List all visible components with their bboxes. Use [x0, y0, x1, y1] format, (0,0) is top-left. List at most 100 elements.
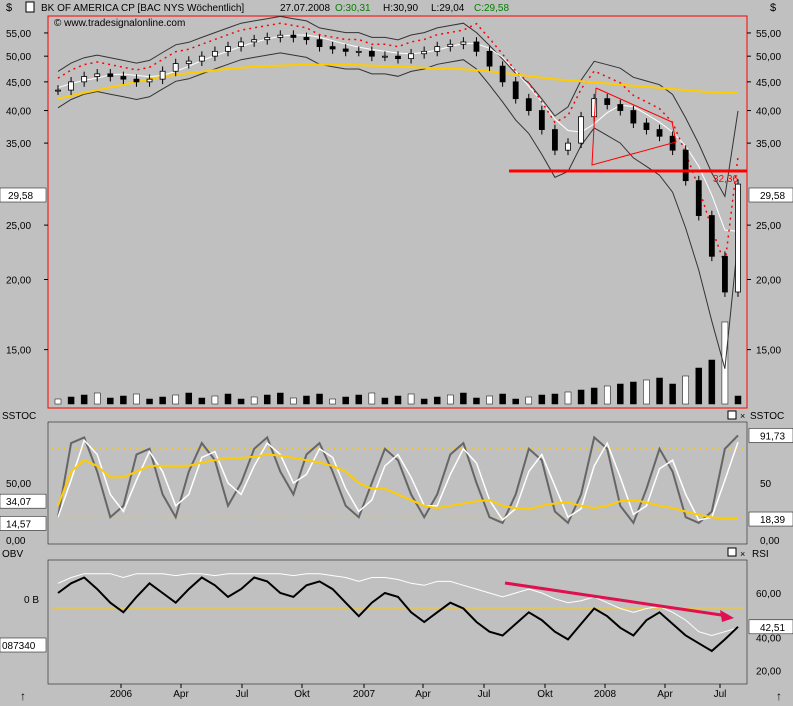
last-price-right-box	[748, 187, 793, 203]
volume-bar	[420, 398, 428, 405]
price-tick-label-right: 50,00	[756, 52, 781, 63]
price-tick-label-left: 50,00	[6, 52, 31, 63]
scroll-up-icon-left[interactable]: ↑	[20, 689, 26, 703]
volume-bar	[120, 395, 127, 405]
trend-arrow-head	[720, 610, 734, 622]
last-price-left: 29,58	[8, 191, 33, 202]
candle-body	[538, 110, 545, 130]
price-tick-label-left: 40,00	[6, 107, 31, 118]
volume-bar	[355, 394, 363, 405]
candle-body	[512, 81, 519, 100]
maximize-icon-rsi[interactable]	[727, 547, 737, 557]
header-bar	[0, 0, 793, 16]
candle-body	[421, 50, 428, 55]
volume-bar	[538, 394, 546, 405]
volume-bar	[695, 367, 703, 405]
time-tick-label: Apr	[657, 689, 673, 700]
candle-body	[578, 116, 584, 144]
red-dotted-indicator	[57, 22, 739, 265]
price-panel	[47, 15, 748, 409]
stoch-left-box	[0, 493, 47, 509]
candle-body	[434, 46, 441, 52]
volume-bar	[67, 396, 75, 405]
rsi-panel	[47, 559, 748, 685]
volume-bar	[185, 392, 193, 405]
candle-body	[159, 70, 166, 80]
stoch-k-line	[57, 434, 739, 525]
high-label: H:30,90	[383, 3, 418, 14]
volume-bar	[564, 391, 572, 405]
close-icon-sstoc[interactable]: ×	[740, 411, 745, 421]
instrument-icon	[25, 1, 35, 13]
bollinger-lower	[57, 52, 739, 369]
stoch-right-box	[748, 428, 793, 443]
candle-body	[486, 50, 493, 67]
price-axes: 55,00 55,00 50,00 50,00 45,00 45,00 40,00 40,00…	[6, 29, 781, 357]
volume-bar	[734, 395, 742, 405]
volume-bar	[329, 398, 336, 405]
volume-bar	[211, 395, 219, 405]
last-price-right: 29,58	[760, 191, 785, 202]
dollar-left[interactable]: $	[6, 2, 12, 14]
candle-body	[682, 149, 689, 182]
volume-bar	[394, 395, 402, 405]
price-tick-label-right: 55,00	[756, 29, 781, 40]
volume-bar	[499, 393, 506, 405]
candle-body	[499, 65, 506, 83]
scroll-up-icon-right[interactable]: ↑	[776, 689, 782, 703]
sstoc-panel	[47, 421, 748, 545]
price-tick-label-right: 15,00	[756, 346, 781, 357]
candle-body	[604, 98, 611, 105]
price-tick-label-right: 45,00	[756, 78, 781, 89]
candle-body	[460, 41, 467, 45]
candle-body	[316, 39, 323, 48]
candle-body	[290, 34, 297, 38]
volume-bar	[290, 397, 297, 405]
stoch-label-right: 91,73	[760, 431, 785, 442]
stoch-label-right: 0,00	[760, 536, 780, 547]
obv-value-label: 087340	[2, 641, 36, 652]
maximize-icon-sstoc[interactable]	[727, 410, 737, 420]
obv-value-box	[0, 637, 47, 653]
rsi-tick-20: 20,00	[756, 666, 781, 677]
candle-body	[735, 183, 741, 293]
volume-bar	[551, 393, 559, 405]
candle-body	[525, 98, 532, 111]
stochastic-labels: 91,73 50 18,39 0,00 50,00 34,07 14,57 0,00	[0, 428, 793, 547]
candle-body	[198, 55, 205, 62]
obv-label: OBV	[2, 549, 23, 560]
volume-bar	[303, 395, 310, 405]
bollinger-upper	[57, 15, 739, 198]
volume-bar	[656, 377, 663, 405]
volume-bar	[433, 396, 441, 405]
resistance-label: 32,36	[713, 174, 738, 185]
rsi-line	[57, 576, 739, 653]
stochastic-lines	[52, 434, 744, 525]
candle-body	[225, 46, 231, 52]
volume-bar	[473, 397, 480, 405]
candle-body	[643, 122, 650, 130]
price-tick-label-right: 20,00	[756, 275, 781, 286]
close-icon-rsi[interactable]: ×	[740, 549, 745, 559]
candle-body	[395, 55, 401, 60]
volume-bar	[512, 398, 519, 405]
volume-bar	[237, 398, 245, 405]
candle-body	[146, 78, 153, 83]
volume-bar	[172, 394, 179, 405]
watermark: © www.tradesignalonline.com	[54, 18, 185, 29]
price-tick-label-right: 35,00	[756, 139, 781, 150]
candle-body	[695, 180, 702, 216]
time-tick-label: Okt	[537, 689, 553, 700]
price-tick-label-left: 45,00	[6, 78, 31, 89]
dollar-right[interactable]: $	[770, 2, 776, 14]
time-tick-label: Apr	[415, 689, 431, 700]
sstoc-label-left: SSTOC	[2, 411, 36, 422]
header-date: 27.07.2008	[280, 3, 330, 14]
rsi-value-box	[748, 619, 793, 635]
candle-body	[473, 41, 480, 52]
triangle-pattern	[591, 87, 677, 166]
price-lines	[55, 15, 741, 369]
